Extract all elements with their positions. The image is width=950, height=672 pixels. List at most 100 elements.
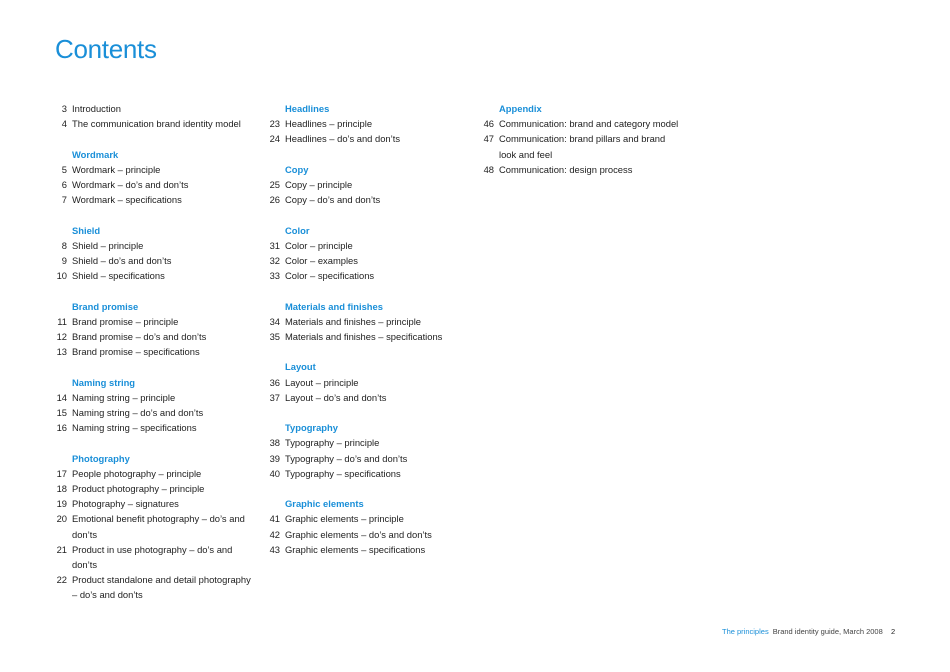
toc-entry[interactable]: 48 Communication: design process: [482, 162, 734, 177]
toc-entry[interactable]: 5 Wordmark – principle: [55, 162, 257, 177]
toc-entry[interactable]: 43 Graphic elements – specifications: [268, 542, 470, 557]
entry-title: Typography – do’s and don’ts: [285, 452, 408, 464]
toc-entry[interactable]: 18 Product photography – principle: [55, 481, 257, 496]
page-number: 25: [269, 179, 280, 190]
spacer: [268, 283, 470, 298]
page-number: 15: [56, 407, 67, 418]
heading-label: Graphic elements: [285, 498, 364, 510]
contents-column-1: 3 Introduction 4 The communication brand id…: [55, 101, 257, 603]
toc-entry: look and feel: [482, 147, 734, 162]
entry-title: Wordmark – do’s and don’ts: [72, 179, 189, 190]
toc-entry[interactable]: 3 Introduction: [55, 101, 257, 116]
page-number: 35: [269, 331, 280, 342]
entry-title: Color – examples: [285, 255, 358, 266]
toc-entry[interactable]: 31 Color – principle: [268, 238, 470, 253]
footer-document: Brand identity guide, March 2008: [772, 627, 883, 636]
entry-title: Typography – principle: [285, 437, 380, 449]
toc-entry[interactable]: 33 Color – specifications: [268, 268, 470, 283]
toc-entry[interactable]: 22 Product standalone and detail photogra…: [55, 572, 257, 587]
toc-entry[interactable]: 17 People photography – principle: [55, 466, 257, 481]
toc-entry[interactable]: 8 Shield – principle: [55, 238, 257, 253]
toc-entry[interactable]: 7 Wordmark – specifications: [55, 192, 257, 207]
entry-title: – do’s and don’ts: [72, 589, 143, 601]
section-heading: Graphic elements: [268, 496, 470, 511]
toc-entry[interactable]: 24 Headlines – do’s and don’ts: [268, 131, 470, 146]
toc-entry[interactable]: 38 Typography – principle: [268, 435, 470, 450]
heading-label: Color: [285, 224, 310, 236]
page-number: 24: [269, 133, 280, 145]
entry-title: Product photography – principle: [72, 483, 205, 494]
toc-entry[interactable]: 10 Shield – specifications: [55, 268, 257, 283]
toc-entry[interactable]: 6 Wordmark – do’s and don’ts: [55, 177, 257, 192]
page-title: Contents: [55, 34, 157, 64]
entry-title: Color – specifications: [285, 270, 375, 282]
entry-title: Wordmark – principle: [72, 163, 161, 175]
page-number: 8: [61, 239, 67, 251]
section-heading: Appendix: [482, 101, 734, 116]
entry-title: Brand promise – do’s and don’ts: [72, 331, 207, 342]
spacer: [55, 435, 257, 450]
entry-title: Headlines – principle: [285, 118, 373, 130]
entry-title: Communication: design process: [499, 163, 633, 175]
page-number: 36: [269, 376, 280, 388]
toc-entry[interactable]: 42 Graphic elements – do’s and don’ts: [268, 527, 470, 542]
entry-title: Headlines – do’s and don’ts: [285, 133, 401, 145]
toc-entry[interactable]: 14 Naming string – principle: [55, 390, 257, 405]
toc-entry[interactable]: 35 Materials and finishes – specification…: [268, 329, 470, 344]
page-number: 46: [483, 118, 494, 130]
toc-entry[interactable]: 37 Layout – do’s and don’ts: [268, 390, 470, 405]
heading-label: Copy: [285, 163, 309, 175]
page-number: 32: [269, 255, 280, 266]
entry-title: Naming string – specifications: [72, 422, 197, 434]
toc-entry[interactable]: 16 Naming string – specifications: [55, 420, 257, 435]
toc-entry[interactable]: 13 Brand promise – specifications: [55, 344, 257, 359]
toc-entry[interactable]: 26 Copy – do’s and don’ts: [268, 192, 470, 207]
toc-entry[interactable]: 11 Brand promise – principle: [55, 314, 257, 329]
page-number: 14: [56, 391, 67, 403]
toc-entry[interactable]: 41 Graphic elements – principle: [268, 511, 470, 526]
entry-title: Introduction: [72, 103, 121, 114]
toc-entry[interactable]: 23 Headlines – principle: [268, 116, 470, 131]
toc-entry[interactable]: 9 Shield – do’s and don’ts: [55, 253, 257, 268]
spacer: [268, 344, 470, 359]
toc-entry[interactable]: 39 Typography – do’s and don’ts: [268, 451, 470, 466]
toc-entry[interactable]: 12 Brand promise – do’s and don’ts: [55, 329, 257, 344]
toc-entry[interactable]: 32 Color – examples: [268, 253, 470, 268]
toc-entry[interactable]: 20 Emotional benefit photography – do’s a…: [55, 511, 257, 526]
spacer: [55, 207, 257, 222]
toc-entry[interactable]: 47 Communication: brand pillars and brand: [482, 131, 734, 146]
entry-title: Layout – principle: [285, 376, 359, 388]
section-heading: Color: [268, 223, 470, 238]
toc-entry[interactable]: 46 Communication: brand and category mode…: [482, 116, 734, 131]
entry-title: People photography – principle: [72, 467, 202, 479]
heading-label: Materials and finishes: [285, 300, 383, 312]
entry-title: Shield – principle: [72, 239, 144, 251]
entry-title: Graphic elements – specifications: [285, 543, 426, 555]
section-heading: Typography: [268, 420, 470, 435]
toc-entry[interactable]: 40 Typography – specifications: [268, 466, 470, 481]
page-number: 5: [61, 163, 67, 175]
spacer: [268, 481, 470, 496]
page-number: 41: [269, 513, 280, 525]
section-heading: Materials and finishes: [268, 299, 470, 314]
entry-title: Shield – specifications: [72, 270, 165, 282]
contents-column-2: Headlines 23 Headlines – principle 24 Headli…: [268, 101, 470, 557]
entry-title: look and feel: [499, 148, 553, 160]
toc-entry[interactable]: 36 Layout – principle: [268, 375, 470, 390]
toc-entry[interactable]: 19 Photography – signatures: [55, 496, 257, 511]
entry-title: Brand promise – principle: [72, 315, 179, 327]
spacer: [268, 405, 470, 420]
page-number: 9: [61, 255, 67, 266]
page-number: 43: [269, 543, 280, 555]
toc-entry[interactable]: 15 Naming string – do’s and don’ts: [55, 405, 257, 420]
toc-entry[interactable]: 34 Materials and finishes – principle: [268, 314, 470, 329]
entry-title: Naming string – principle: [72, 391, 176, 403]
page-number: 38: [269, 437, 280, 449]
spacer: [55, 359, 257, 374]
toc-entry[interactable]: 25 Copy – principle: [268, 177, 470, 192]
toc-entry[interactable]: 21 Product in use photography – do’s and …: [55, 542, 257, 572]
spacer: [268, 207, 470, 222]
entry-title: Product in use photography – do’s and do…: [72, 543, 233, 571]
toc-entry[interactable]: 4 The communication brand identity model: [55, 116, 257, 131]
page-number: 33: [269, 270, 280, 282]
